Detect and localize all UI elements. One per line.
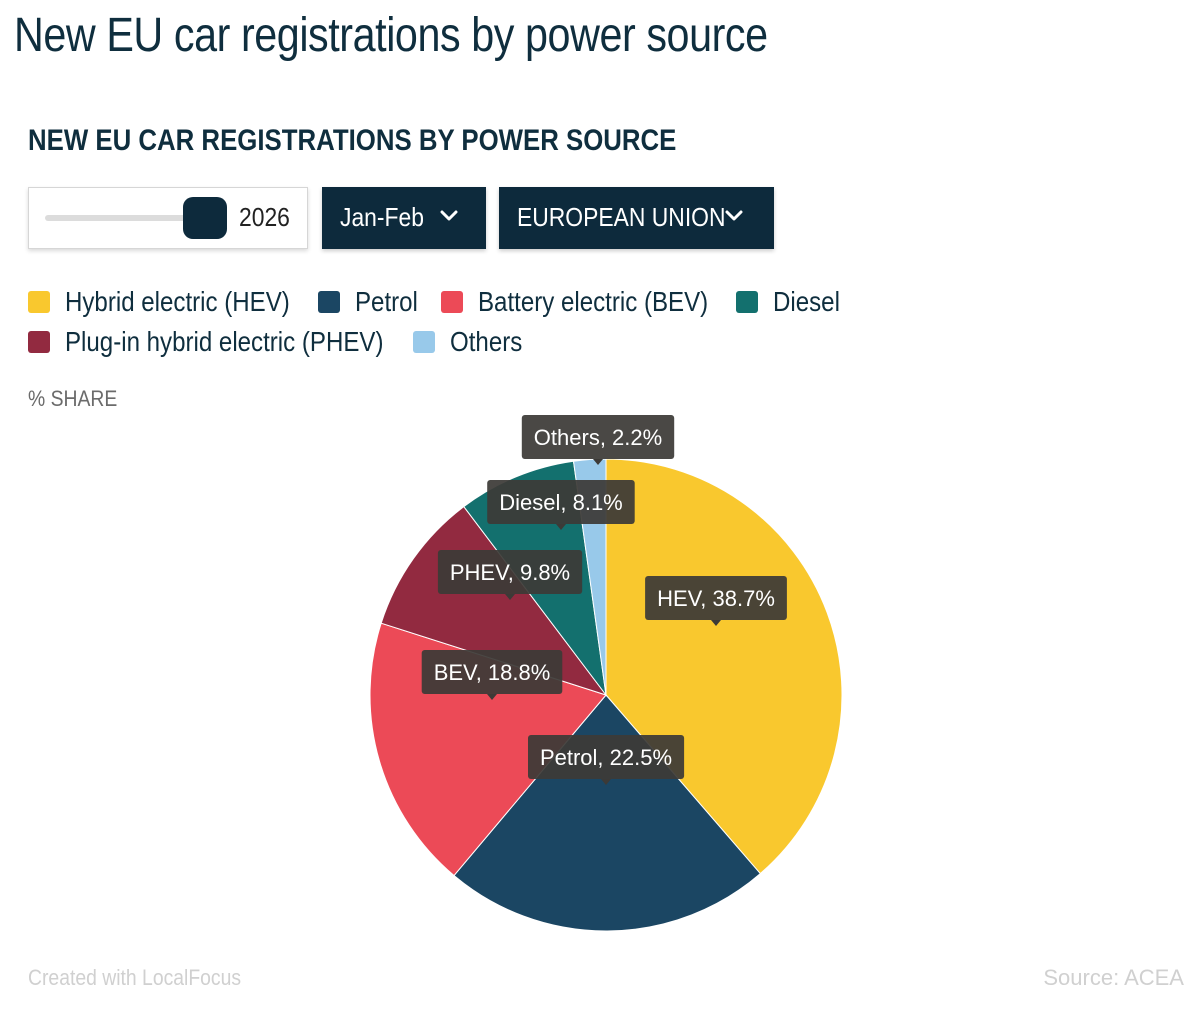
region-dropdown[interactable]: EUROPEAN UNION <box>499 187 774 249</box>
legend-label: Others <box>450 326 523 357</box>
year-value: 2026 <box>239 202 290 232</box>
unit-label: % SHARE <box>28 386 118 411</box>
legend-label: Plug-in hybrid electric (PHEV) <box>65 326 384 357</box>
legend-label: Battery electric (BEV) <box>478 286 709 317</box>
data-label-text: HEV, 38.7% <box>657 586 775 611</box>
data-label-others: Others, 2.2% <box>521 415 675 465</box>
pie-slice-hev[interactable] <box>605 458 843 875</box>
year-slider[interactable]: 2026 <box>28 187 308 249</box>
data-label-phev: PHEV, 9.8% <box>437 550 583 600</box>
legend-label: Hybrid electric (HEV) <box>65 286 290 317</box>
legend-swatch-hev <box>28 291 50 313</box>
legend-swatch-bev <box>441 291 463 313</box>
data-label-text: PHEV, 9.8% <box>450 560 570 585</box>
legend-swatch-diesel <box>736 291 758 313</box>
slider-handle[interactable] <box>183 197 227 239</box>
pie-slice-phev[interactable] <box>380 505 608 696</box>
chevron-down-icon <box>725 210 743 221</box>
data-label-text: BEV, 18.8% <box>434 660 551 685</box>
credit-text: Created with LocalFocus <box>28 965 242 990</box>
data-label-text: Others, 2.2% <box>534 425 662 450</box>
legend-label: Diesel <box>773 286 840 317</box>
legend-label: Petrol <box>355 286 418 317</box>
data-label-text: Petrol, 22.5% <box>540 745 672 770</box>
period-dropdown-label: Jan-Feb <box>340 202 424 232</box>
source-text: Source: ACEA <box>1043 965 1184 990</box>
chevron-down-icon <box>440 210 458 221</box>
page-title: New EU car registrations by power source <box>14 9 768 62</box>
data-label-petrol: Petrol, 22.5% <box>528 735 685 785</box>
legend-swatch-others <box>413 331 435 353</box>
legend-swatch-petrol <box>318 291 340 313</box>
data-label-hev: HEV, 38.7% <box>645 576 787 626</box>
chart-title: NEW EU CAR REGISTRATIONS BY POWER SOURCE <box>28 124 677 157</box>
region-dropdown-label: EUROPEAN UNION <box>517 202 726 232</box>
data-label-diesel: Diesel, 8.1% <box>487 480 635 530</box>
data-label-bev: BEV, 18.8% <box>421 650 563 700</box>
data-label-text: Diesel, 8.1% <box>499 490 623 515</box>
period-dropdown[interactable]: Jan-Feb <box>322 187 486 249</box>
slider-track[interactable] <box>45 215 205 221</box>
pie-slice-petrol[interactable] <box>453 694 761 932</box>
legend-swatch-phev <box>28 331 50 353</box>
